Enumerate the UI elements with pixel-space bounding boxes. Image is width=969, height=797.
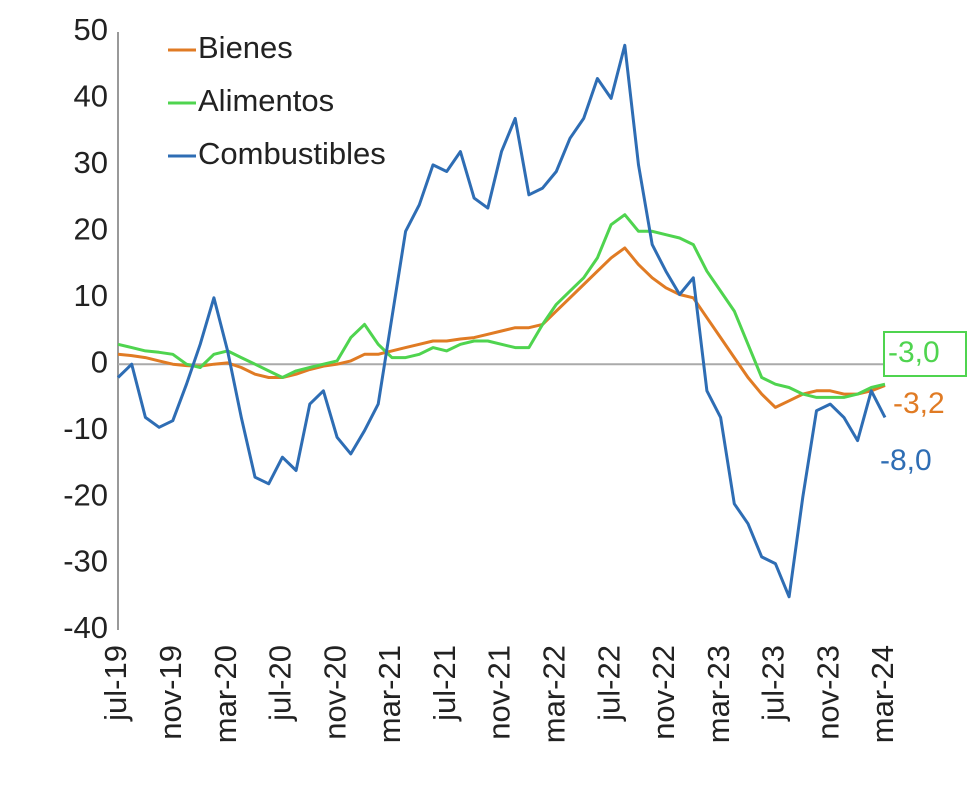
x-tick-label: jul-22 [591,645,626,722]
y-tick-label: -10 [63,411,108,446]
x-tick-label: nov-19 [153,645,188,740]
y-tick-label: 0 [91,344,108,379]
series-line [116,43,887,599]
series-line [117,213,886,399]
x-tick-label: mar-23 [701,645,736,743]
end-label: -3,0 [888,336,940,369]
y-tick-label: 40 [74,79,108,114]
y-tick-label: 10 [74,278,108,313]
x-tick-label: jul-20 [263,645,298,722]
x-tick-label: nov-21 [482,645,517,740]
x-tick-label: mar-21 [372,645,407,743]
x-tick-label: nov-22 [646,645,681,740]
x-tick-label: jul-19 [98,645,133,722]
legend-label: Alimentos [198,83,334,118]
y-tick-label: -30 [63,544,108,579]
y-tick-label: 20 [74,212,108,247]
end-label: -8,0 [880,444,932,477]
x-tick-label: nov-20 [317,645,352,740]
x-tick-label: jul-23 [756,645,791,722]
y-tick-label: 50 [74,12,108,47]
x-tick-label: mar-24 [865,645,900,743]
series-line [117,246,886,409]
x-tick-label: mar-22 [536,645,571,743]
end-label-box [883,331,967,377]
end-label: -3,2 [893,387,945,420]
y-tick-label: -20 [63,477,108,512]
x-tick-label: mar-20 [208,645,243,743]
legend-label: Combustibles [198,136,386,171]
x-tick-label: nov-23 [810,645,845,740]
legend-label: Bienes [198,30,293,65]
x-tick-label: jul-21 [427,645,462,722]
y-tick-label: 30 [74,145,108,180]
y-tick-label: -40 [63,610,108,645]
